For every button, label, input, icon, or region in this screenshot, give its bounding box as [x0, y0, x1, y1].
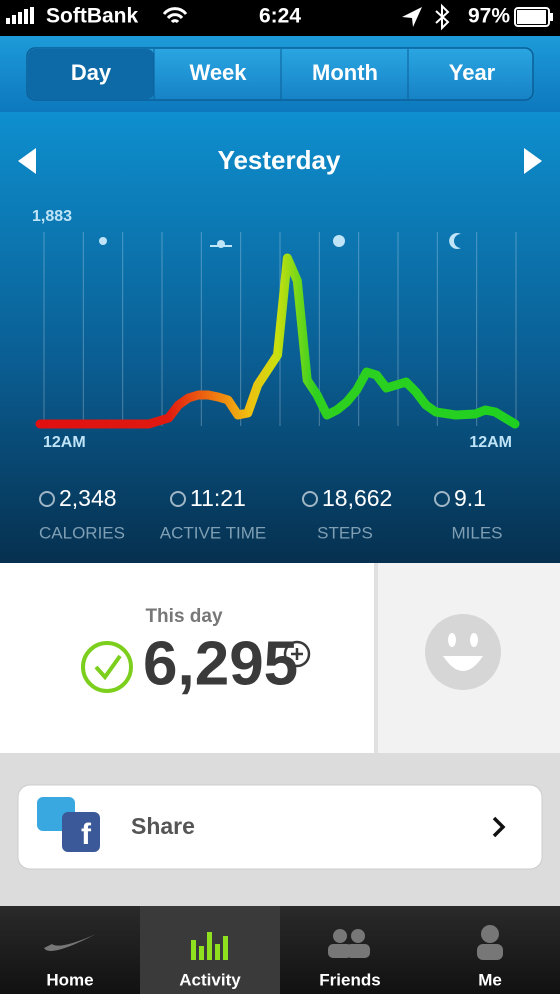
stat-value: 18,662	[322, 485, 392, 511]
segment-label[interactable]: Month	[312, 60, 378, 85]
smiley-mouth	[443, 656, 483, 671]
tab-label[interactable]: Friends	[319, 970, 380, 989]
status-bar	[0, 0, 560, 36]
me-icon	[477, 925, 503, 960]
fuel-line	[35, 253, 520, 429]
signal	[6, 7, 34, 24]
activity-icon	[191, 932, 228, 960]
location-icon	[402, 7, 422, 27]
share-chevron	[492, 816, 506, 838]
time-icons	[99, 233, 461, 249]
segment-label[interactable]: Year	[449, 60, 496, 85]
stat-value: 2,348	[59, 485, 117, 511]
battery-fill	[517, 10, 546, 24]
battery-tip	[550, 13, 553, 21]
wifi-icon	[162, 7, 188, 24]
check-mark	[94, 654, 122, 681]
fuel-plus[interactable]	[283, 640, 311, 668]
stat-label: MILES	[451, 523, 502, 542]
fuel-caption: This day	[145, 606, 223, 627]
x-tick-label: 12AM	[469, 434, 512, 451]
facebook-icon	[62, 812, 100, 852]
facebook-f: f	[81, 818, 92, 851]
stat-label: STEPS	[317, 523, 373, 542]
share-button[interactable]	[17, 784, 543, 870]
tab-label[interactable]: Me	[478, 970, 502, 989]
stat-icon	[434, 491, 450, 507]
divider	[374, 563, 378, 753]
x-tick-label: 12AM	[43, 434, 86, 451]
bluetooth-icon	[435, 3, 450, 31]
segment-label[interactable]: Week	[189, 60, 247, 85]
home-icon	[44, 934, 96, 951]
fuel-value: 6,295	[143, 629, 298, 698]
smiley-eye	[448, 633, 456, 647]
tab-label[interactable]: Home	[46, 970, 93, 989]
stat-icon	[39, 491, 55, 507]
plus-sign	[291, 648, 303, 660]
stat-icon	[170, 491, 186, 507]
battery-level: 97%	[468, 5, 510, 28]
y-tick-label: 1,883	[32, 208, 72, 225]
carrier: SoftBank	[46, 5, 138, 28]
stat-label: CALORIES	[39, 523, 125, 542]
friends-icon	[328, 929, 370, 958]
smiley[interactable]	[425, 614, 501, 690]
next-arrow[interactable]	[524, 148, 542, 174]
share-label: Share	[131, 813, 195, 839]
battery-icon	[514, 7, 550, 27]
stat-label: ACTIVE TIME	[160, 523, 266, 542]
period-title: Yesterday	[218, 145, 341, 175]
stat-value: 9.1	[454, 485, 486, 511]
smiley-eye	[470, 633, 478, 647]
fuel-panel	[0, 563, 374, 753]
stat-icon	[302, 491, 318, 507]
stat-value: 11:21	[190, 485, 246, 511]
clock: 6:24	[259, 5, 301, 28]
segment-selected	[28, 49, 154, 99]
goal-check	[81, 641, 133, 693]
segment-label[interactable]: Day	[71, 60, 112, 85]
tab-label[interactable]: Activity	[179, 970, 241, 989]
prev-arrow[interactable]	[18, 148, 36, 174]
